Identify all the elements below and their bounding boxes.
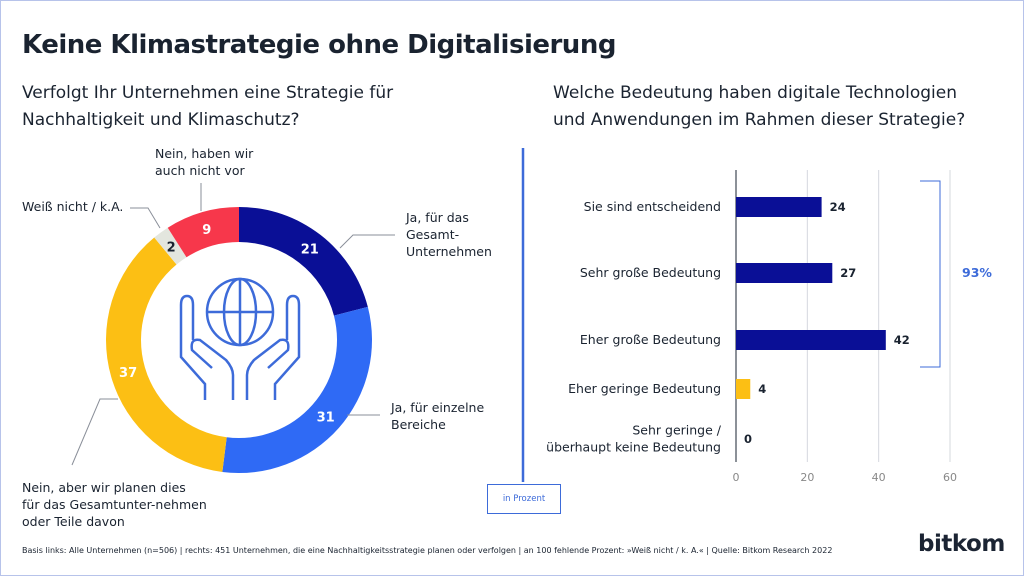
bracket-label: 93% [962,265,992,280]
x-tick-label: 20 [800,471,814,484]
bar-value-label: 24 [830,200,846,214]
footer-source: Basis links: Alle Unternehmen (n=506) | … [22,546,833,555]
donut-value-label: 2 [167,241,176,256]
right-question: Welche Bedeutung haben digitale Technolo… [553,83,966,130]
donut-label-1: Ja, für einzelne Bereiche [391,400,485,432]
category-label: Sehr große Bedeutung [580,265,721,280]
donut-slice [106,237,227,472]
bar [736,263,833,283]
donut-label-2: Nein, aber wir planen dies für das Gesam… [22,480,207,529]
donut-label-0: Ja, für das Gesamt-Unternehmen [406,210,492,259]
page-title: Keine Klimastrategie ohne Digitalisierun… [22,30,616,60]
donut-value-label: 21 [301,243,319,258]
bar-value-label: 0 [744,432,752,446]
category-label: überhaupt keine Bedeutung [546,440,721,455]
bar [736,330,886,350]
category-label: Sehr geringe / [632,423,721,438]
donut-slice [239,207,368,316]
donut-value-label: 37 [119,366,137,381]
x-tick-label: 0 [733,471,740,484]
hands-holding-globe-icon [179,277,301,400]
bar-value-label: 42 [894,333,910,347]
donut-slice [167,207,239,258]
left-question: Verfolgt Ihr Unternehmen eine Strategie … [22,83,394,130]
donut-label-4: Nein, haben wir auch nicht vor [155,146,254,178]
bitkom-logo: bitkom [918,531,1005,557]
donut-slice [154,227,187,265]
category-label: Sie sind entscheidend [584,199,721,214]
bar-value-label: 4 [758,382,766,396]
bar [736,379,751,399]
donut-value-label: 31 [317,410,335,425]
x-tick-label: 60 [943,471,957,484]
x-tick-label: 40 [872,471,886,484]
donut-slice [222,306,372,473]
category-label: Eher geringe Bedeutung [568,381,721,396]
donut-value-label: 9 [202,223,211,238]
bar-value-label: 27 [840,266,856,280]
bar [736,197,822,217]
category-label: Eher große Bedeutung [580,332,721,347]
leader-line [130,207,161,229]
unit-note: in Prozent [487,484,561,514]
donut-label-3: Weiß nicht / k.A. [22,199,124,214]
leader-line [339,234,395,249]
leader-line [71,398,118,466]
bracket [920,180,941,368]
